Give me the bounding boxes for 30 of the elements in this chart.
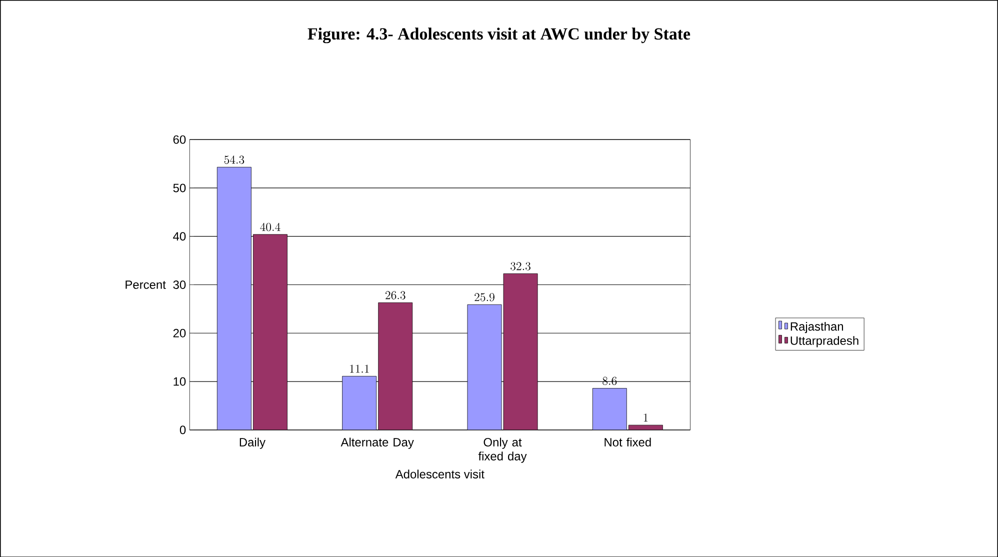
y-tick-label: 50 <box>173 183 186 192</box>
y-tick-label: 30 <box>173 280 186 289</box>
data-label: 1 <box>644 413 648 422</box>
data-label: 25.9 <box>474 292 494 302</box>
bar <box>342 376 377 430</box>
data-label: 40.4 <box>260 222 280 231</box>
x-axis-title: Adolescents visit <box>395 469 484 478</box>
y-tick-label: 10 <box>174 377 186 386</box>
x-tick-label: Only at fixed day <box>478 437 527 463</box>
x-tick-label: Not fixed <box>604 437 651 446</box>
data-label: 11 . 1 <box>350 364 369 372</box>
x-tick-label: Daily <box>240 437 266 449</box>
y-tick-label: 20 <box>173 328 186 338</box>
bar <box>592 388 627 430</box>
chart-title: Figure: 4.3- Adolescents visit at AWC under by State <box>308 27 690 43</box>
legend-label: Rajasthan <box>790 322 844 333</box>
y-tick-label: 60 <box>173 135 186 144</box>
bar <box>253 234 288 430</box>
data-label: 32.3 <box>510 262 530 270</box>
y-axis-title: Percent <box>126 280 166 289</box>
data-label: 26.3 <box>386 290 406 300</box>
bar <box>378 302 413 430</box>
y-tick-label: 0 <box>180 425 186 434</box>
legend-label: Uttarpradesh <box>790 336 858 348</box>
data-label: 54.3 <box>224 155 244 164</box>
x-tick-label: Alternate Day <box>340 437 414 449</box>
bar <box>216 166 252 430</box>
y-tick-label: 40 <box>173 232 186 240</box>
bar <box>503 273 538 430</box>
bar <box>467 304 502 430</box>
